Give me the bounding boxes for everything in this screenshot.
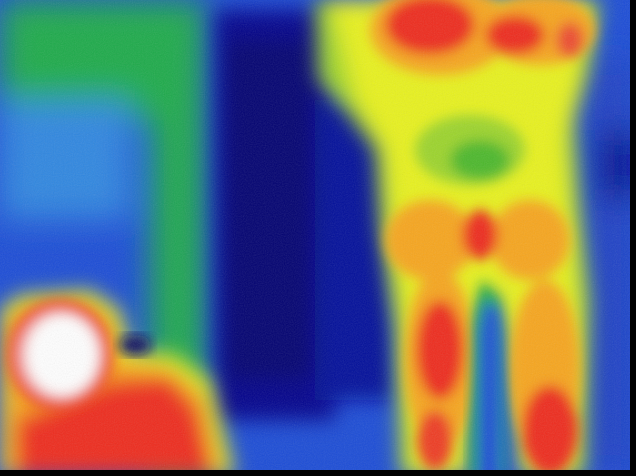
- frame-edge-bottom: [0, 470, 636, 476]
- frame-edge-right: [630, 0, 636, 476]
